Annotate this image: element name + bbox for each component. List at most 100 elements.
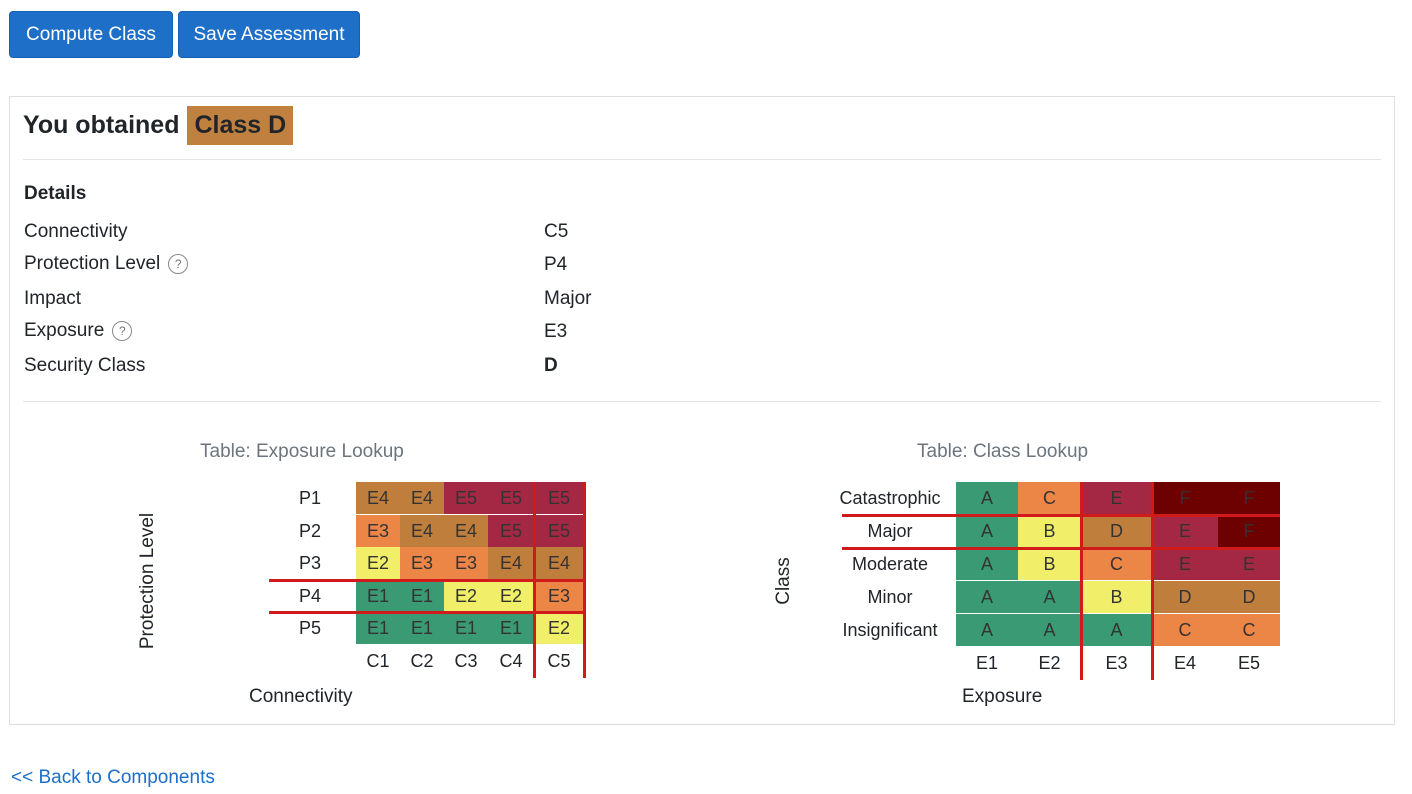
row-label: P3 — [298, 553, 322, 574]
exposure-table-x-title: Connectivity — [249, 686, 353, 707]
result-title: You obtained Class D — [23, 103, 294, 147]
lookup-cell: D — [1081, 515, 1152, 547]
compute-class-button[interactable]: Compute Class — [9, 11, 173, 58]
lookup-cell: F — [1152, 482, 1218, 514]
lookup-cell: A — [1081, 614, 1152, 646]
column-label: E2 — [1038, 653, 1061, 673]
column-label: E1 — [975, 653, 999, 673]
divider — [23, 159, 1381, 160]
lookup-cell: E1 — [356, 612, 400, 645]
lookup-cell: E1 — [400, 579, 444, 612]
lookup-cell: E3 — [534, 579, 584, 612]
lookup-cell: E5 — [488, 482, 534, 514]
lookup-cell: E3 — [400, 547, 444, 580]
row-label: P1 — [298, 488, 322, 508]
detail-label-security-class: Security Class — [24, 355, 145, 377]
column-label: E5 — [1237, 653, 1261, 673]
save-assessment-button[interactable]: Save Assessment — [178, 11, 360, 58]
lookup-cell: E — [1152, 548, 1218, 580]
back-to-components-link[interactable]: << Back to Components — [11, 767, 215, 788]
lookup-cell: A — [956, 614, 1018, 646]
row-label: Catastrophic — [839, 488, 941, 508]
lookup-cell: E1 — [400, 612, 444, 645]
detail-label-text: Security Class — [24, 355, 146, 376]
exposure-table-caption: Table: Exposure Lookup — [200, 441, 404, 462]
lookup-cell: B — [1081, 581, 1152, 613]
selected-column-line — [533, 482, 536, 678]
result-card: You obtained Class D Details Connectivit… — [9, 96, 1395, 725]
selected-row-line — [842, 514, 1280, 517]
lookup-cell: A — [1018, 614, 1081, 646]
lookup-cell: A — [956, 581, 1018, 613]
lookup-cell: E4 — [534, 547, 584, 580]
selected-column-line — [583, 482, 586, 678]
row-label: P4 — [298, 585, 322, 606]
row-label: P5 — [298, 618, 322, 639]
help-icon[interactable]: ? — [112, 321, 133, 341]
column-label: C1 — [366, 651, 390, 671]
selected-column-line — [1080, 482, 1083, 680]
detail-value-protection-level: P4 — [544, 254, 568, 275]
divider — [23, 401, 1381, 402]
detail-value-exposure: E3 — [544, 321, 568, 342]
lookup-cell: E5 — [444, 482, 488, 514]
lookup-cell: C — [1152, 614, 1218, 646]
column-label: C3 — [454, 651, 478, 671]
selected-column-line — [1151, 482, 1154, 680]
lookup-cell: E — [1152, 515, 1218, 547]
row-label: Insignificant — [842, 620, 938, 640]
lookup-cell: E4 — [356, 482, 400, 514]
details-heading: Details — [24, 183, 87, 204]
column-label: C2 — [410, 651, 434, 671]
detail-label-exposure: Exposure ? — [24, 320, 133, 342]
detail-value-connectivity: C5 — [544, 221, 569, 242]
row-label: Moderate — [851, 554, 929, 574]
detail-label-protection-level: Protection Level ? — [24, 253, 189, 275]
lookup-cell: B — [1018, 548, 1081, 580]
row-label: Major — [867, 521, 913, 541]
lookup-cell: A — [1018, 581, 1081, 613]
row-label: Minor — [867, 587, 913, 607]
lookup-cell: A — [956, 515, 1018, 547]
exposure-table-y-title: Protection Level — [137, 512, 158, 650]
lookup-cell: E1 — [356, 579, 400, 612]
detail-value-security-class: D — [544, 355, 558, 376]
lookup-cell: E4 — [400, 482, 444, 514]
lookup-cell: C — [1218, 614, 1280, 646]
lookup-cell: C — [1018, 482, 1081, 514]
detail-label-text: Protection Level — [24, 253, 161, 274]
lookup-cell: E4 — [444, 514, 488, 547]
lookup-cell: E3 — [356, 514, 400, 547]
column-label: E3 — [1105, 653, 1128, 673]
detail-label-text: Exposure — [24, 320, 105, 341]
class-table-y-title: Class — [773, 557, 794, 605]
detail-label-text: Impact — [24, 288, 82, 309]
lookup-cell: E4 — [400, 514, 444, 547]
lookup-cell: D — [1152, 581, 1218, 613]
selected-row-line — [842, 547, 1280, 550]
lookup-cell: D — [1218, 581, 1280, 613]
detail-label-impact: Impact — [24, 288, 81, 310]
lookup-cell: E — [1218, 548, 1280, 580]
lookup-cell: C — [1081, 548, 1152, 580]
row-label: P2 — [298, 520, 322, 541]
column-label: E4 — [1173, 653, 1197, 673]
lookup-cell: E2 — [356, 547, 400, 580]
class-table-x-title: Exposure — [962, 686, 1043, 707]
lookup-cell: E5 — [534, 482, 584, 514]
class-badge: Class D — [187, 105, 294, 145]
help-icon[interactable]: ? — [168, 254, 189, 274]
selected-row-line — [269, 611, 584, 615]
lookup-cell: E1 — [488, 612, 534, 645]
lookup-cell: E1 — [444, 612, 488, 645]
lookup-cell: A — [956, 482, 1018, 514]
lookup-cell: E2 — [534, 612, 584, 645]
class-table-caption: Table: Class Lookup — [917, 441, 1089, 462]
lookup-cell: B — [1018, 515, 1081, 547]
lookup-cell: E — [1081, 482, 1152, 514]
lookup-cell: E5 — [534, 514, 584, 547]
lookup-cell: F — [1218, 515, 1280, 547]
lookup-cell: F — [1218, 482, 1280, 514]
lookup-cell: E4 — [488, 547, 534, 580]
lookup-cell: E3 — [444, 547, 488, 580]
